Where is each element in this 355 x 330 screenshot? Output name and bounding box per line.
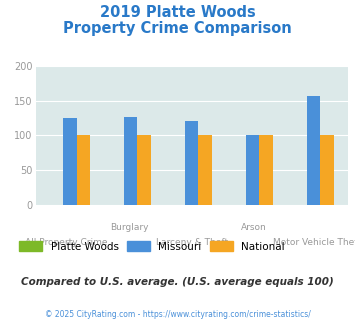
Text: Larceny & Theft: Larceny & Theft	[155, 238, 228, 247]
Text: All Property Crime: All Property Crime	[26, 238, 108, 247]
Legend: Platte Woods, Missouri, National: Platte Woods, Missouri, National	[20, 241, 285, 252]
Bar	[246, 135, 260, 205]
Text: Compared to U.S. average. (U.S. average equals 100): Compared to U.S. average. (U.S. average …	[21, 277, 334, 287]
Bar	[185, 121, 198, 205]
Bar	[307, 96, 320, 205]
Text: © 2025 CityRating.com - https://www.cityrating.com/crime-statistics/: © 2025 CityRating.com - https://www.city…	[45, 310, 310, 319]
Bar	[198, 135, 212, 205]
Bar	[63, 118, 77, 205]
Bar	[320, 135, 334, 205]
Text: 2019 Platte Woods: 2019 Platte Woods	[100, 5, 255, 20]
Text: Property Crime Comparison: Property Crime Comparison	[63, 21, 292, 36]
Bar	[260, 135, 273, 205]
Text: Arson: Arson	[241, 223, 267, 232]
Text: Motor Vehicle Theft: Motor Vehicle Theft	[273, 238, 355, 247]
Bar	[77, 135, 90, 205]
Bar	[137, 135, 151, 205]
Bar	[124, 117, 137, 205]
Text: Burglary: Burglary	[110, 223, 148, 232]
